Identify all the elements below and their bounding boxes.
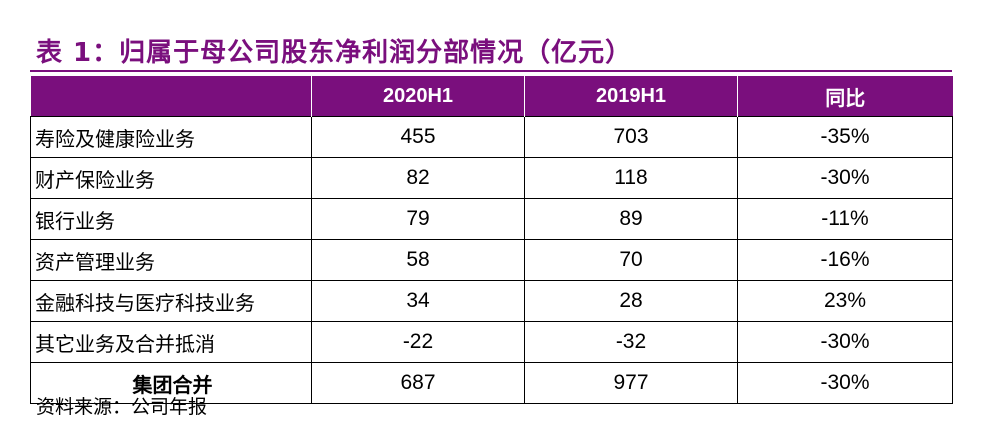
value-2019h1: -32 [524,321,738,363]
table-row: 寿险及健康险业务 455 703 -35% [30,116,953,158]
row-label: 资产管理业务 [30,239,312,281]
total-2020h1: 687 [311,362,525,404]
row-label: 财产保险业务 [30,157,312,199]
row-label: 金融科技与医疗科技业务 [30,280,312,322]
source-note: 资料来源：公司年报 [36,396,208,418]
value-2020h1: 455 [311,116,525,158]
value-yoy: 23% [737,280,953,322]
table-row: 金融科技与医疗科技业务 34 28 23% [30,280,953,322]
value-yoy: -30% [737,321,953,363]
value-2020h1: -22 [311,321,525,363]
table-row: 银行业务 79 89 -11% [30,198,953,240]
value-yoy: -11% [737,198,953,240]
table-row: 财产保险业务 82 118 -30% [30,157,953,199]
header-cell-yoy: 同比 [737,76,953,117]
value-yoy: -16% [737,239,953,281]
total-2019h1: 977 [524,362,738,404]
value-2019h1: 118 [524,157,738,199]
title-rule [30,70,952,72]
total-yoy: -30% [737,362,953,404]
header-cell-segment [30,76,312,117]
row-label: 银行业务 [30,198,312,240]
value-2019h1: 70 [524,239,738,281]
value-yoy: -35% [737,116,953,158]
header-cell-2020h1: 2020H1 [311,76,525,117]
table-row: 其它业务及合并抵消 -22 -32 -30% [30,321,953,363]
total-label: 集团合并 [30,362,312,404]
value-2019h1: 89 [524,198,738,240]
value-yoy: -30% [737,157,953,199]
value-2020h1: 58 [311,239,525,281]
value-2019h1: 703 [524,116,738,158]
header-cell-2019h1: 2019H1 [524,76,738,117]
row-label: 寿险及健康险业务 [30,116,312,158]
row-label: 其它业务及合并抵消 [30,321,312,363]
table-total-row: 集团合并 687 977 -30% [30,362,953,404]
table-header-row: 2020H1 2019H1 同比 [30,76,953,117]
value-2019h1: 28 [524,280,738,322]
table-row: 资产管理业务 58 70 -16% [30,239,953,281]
value-2020h1: 34 [311,280,525,322]
value-2020h1: 82 [311,157,525,199]
profit-segment-table: 2020H1 2019H1 同比 寿险及健康险业务 455 703 -35% 财… [30,76,953,404]
table-title: 表 1：归属于母公司股东净利润分部情况（亿元） [36,38,633,68]
value-2020h1: 79 [311,198,525,240]
